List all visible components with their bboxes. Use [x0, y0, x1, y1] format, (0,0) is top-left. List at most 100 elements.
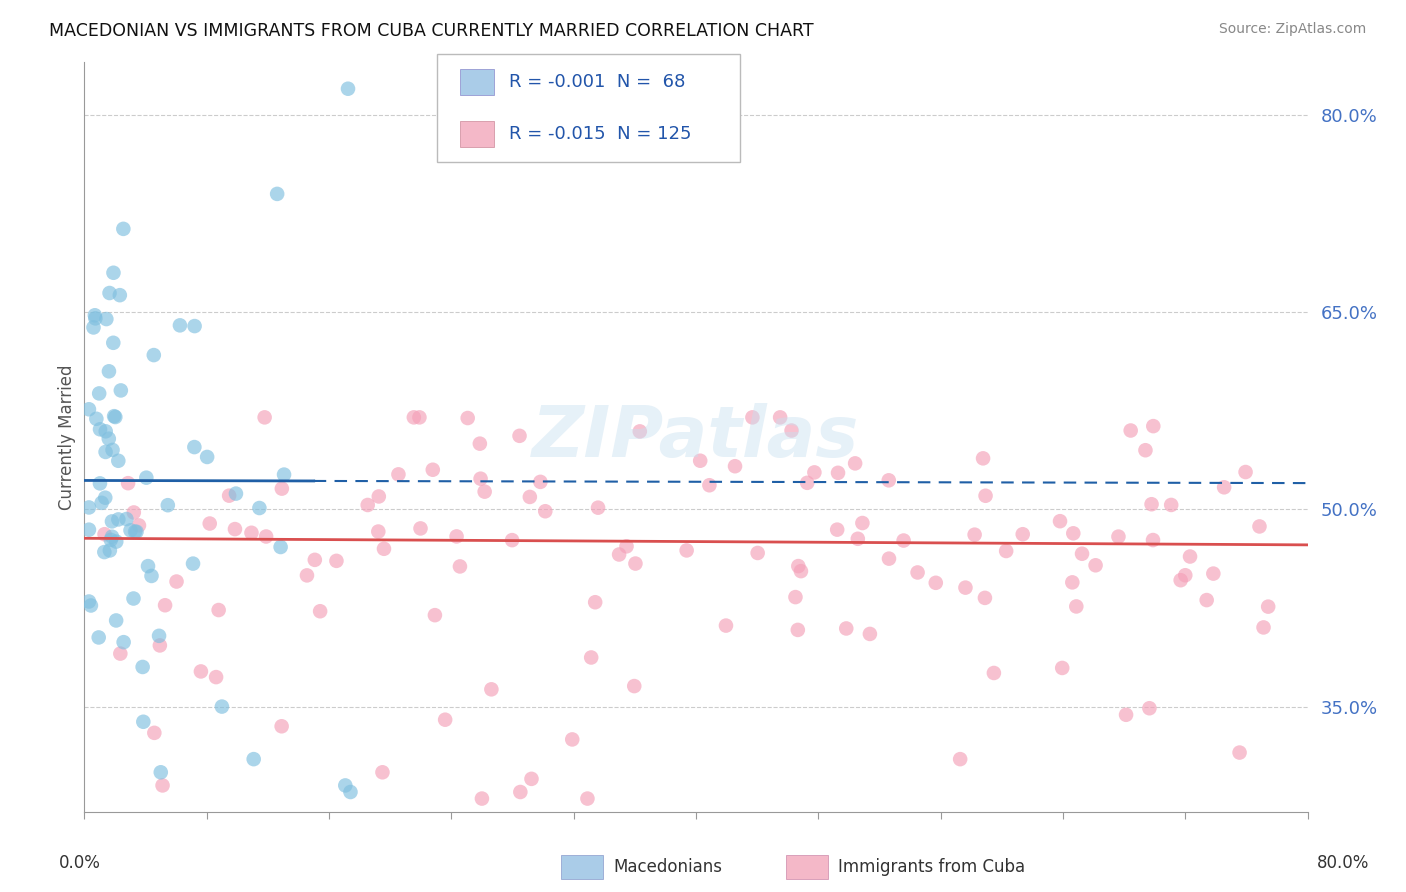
Point [423, 608, 446, 623]
Point [270, 540, 292, 554]
Point [586, 500, 609, 515]
Point [112, 222, 135, 236]
Point [408, 410, 430, 425]
Point [94, 445, 117, 459]
Point [89, 476, 111, 491]
Point [371, 765, 394, 780]
Point [224, 522, 246, 536]
Point [1062, 526, 1084, 541]
Point [1066, 599, 1088, 614]
Point [124, 524, 146, 539]
Point [149, 765, 172, 780]
Point [825, 523, 848, 537]
Point [963, 527, 986, 541]
Point [86, 411, 108, 425]
Point [97, 432, 120, 446]
Point [152, 779, 174, 793]
Text: ZIPatlas: ZIPatlas [533, 402, 859, 472]
Point [1049, 514, 1071, 528]
Point [94, 491, 117, 505]
Point [218, 489, 240, 503]
Point [470, 472, 492, 486]
Point [835, 622, 858, 636]
Point [122, 591, 145, 606]
Point [877, 551, 900, 566]
Point [120, 524, 142, 538]
Point [1195, 593, 1218, 607]
Point [1160, 498, 1182, 512]
Point [337, 81, 360, 95]
Point [335, 779, 357, 793]
Point [607, 548, 630, 562]
Point [846, 532, 869, 546]
Point [90, 496, 112, 510]
Point [859, 627, 882, 641]
Point [148, 629, 170, 643]
Point [1170, 573, 1192, 587]
Point [98, 285, 121, 300]
Point [77, 500, 100, 515]
Point [101, 515, 124, 529]
Point [972, 451, 994, 466]
Point [387, 467, 409, 482]
Point [576, 791, 599, 805]
Point [339, 785, 361, 799]
Point [519, 490, 541, 504]
Point [520, 772, 543, 786]
Point [579, 650, 602, 665]
Point [110, 384, 132, 398]
Point [925, 575, 948, 590]
Point [1062, 575, 1084, 590]
Point [110, 647, 132, 661]
Point [93, 527, 115, 541]
Point [509, 785, 531, 799]
Point [211, 699, 233, 714]
Point [208, 603, 231, 617]
Point [785, 590, 807, 604]
Point [877, 473, 900, 487]
Point [974, 591, 997, 605]
Y-axis label: Currently Married: Currently Married [58, 364, 76, 510]
Point [689, 454, 711, 468]
Point [974, 489, 997, 503]
Point [714, 618, 737, 632]
Text: 0.0%: 0.0% [59, 855, 101, 872]
Point [325, 554, 347, 568]
Point [1084, 558, 1107, 573]
Point [787, 559, 810, 574]
Point [105, 534, 128, 549]
Point [253, 410, 276, 425]
Point [153, 599, 176, 613]
Point [449, 559, 471, 574]
Point [501, 533, 523, 548]
Point [357, 498, 380, 512]
Text: 80.0%: 80.0% [1316, 855, 1369, 872]
Point [149, 639, 172, 653]
Point [136, 559, 159, 574]
Point [112, 635, 135, 649]
Point [1178, 549, 1201, 564]
Point [796, 475, 818, 490]
Point [83, 308, 105, 322]
Point [181, 557, 204, 571]
Point [93, 545, 115, 559]
Point [1213, 480, 1236, 494]
Point [624, 557, 647, 571]
Point [675, 543, 697, 558]
Point [143, 726, 166, 740]
Point [844, 456, 866, 470]
Point [509, 429, 531, 443]
Point [402, 410, 425, 425]
Point [1142, 533, 1164, 547]
Point [995, 544, 1018, 558]
Point [115, 512, 138, 526]
Point [169, 318, 191, 333]
Point [1107, 530, 1129, 544]
Point [367, 524, 389, 539]
Point [125, 524, 148, 539]
Point [1050, 661, 1073, 675]
Point [1257, 599, 1279, 614]
Point [893, 533, 915, 548]
Point [77, 523, 100, 537]
Point [367, 490, 389, 504]
